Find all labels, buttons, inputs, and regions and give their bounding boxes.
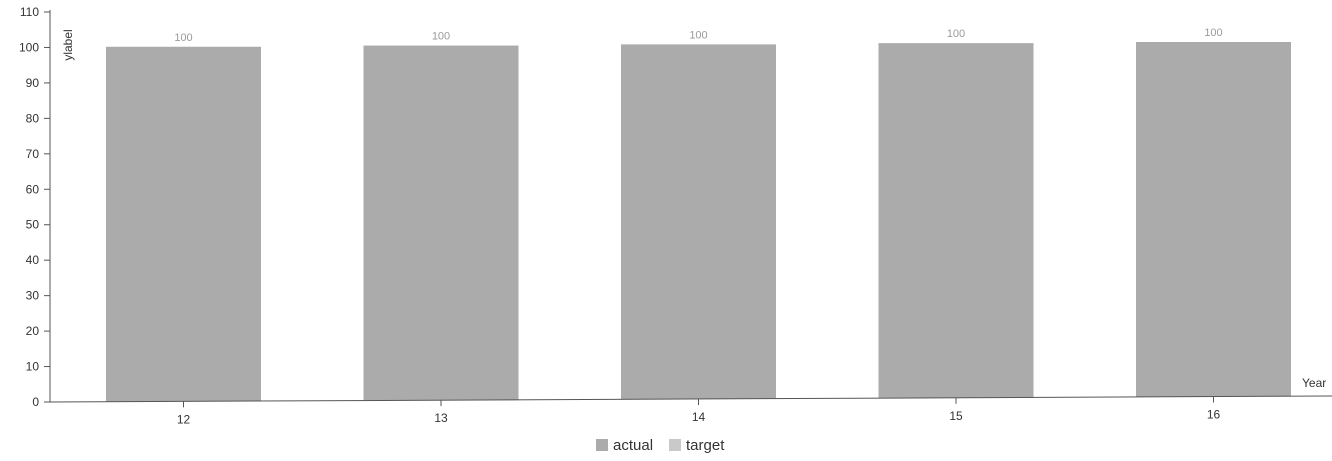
x-tick-label: 16 [1207,408,1221,422]
bar-actual-12 [106,46,261,402]
y-tick-label: 10 [26,360,40,374]
ticks: 12 13 14 15 16 [177,396,1221,426]
x-tick-label: 12 [177,412,191,426]
legend-swatch-actual [596,439,608,451]
y-tick-label: 80 [26,111,40,125]
x-tick-label: 14 [692,410,706,424]
legend-label-actual: actual [613,437,653,454]
y-tick-label: 90 [26,76,40,90]
data-labels: 100 100 100 100 100 [174,27,1222,44]
legend-label-target: target [686,437,725,454]
bar-actual-15 [878,43,1034,398]
data-label: 100 [1204,27,1222,39]
x-axis-title: Year [1302,376,1326,390]
y-tick-label: 50 [26,218,40,232]
data-label: 100 [689,29,707,41]
x-tick-label: 15 [949,409,963,423]
legend: actual target [596,437,725,454]
y-tick-label: 110 [20,5,39,19]
bar-actual-16 [1136,42,1291,397]
y-axis: 0 10 20 30 40 50 60 70 80 90 100 110 [19,5,51,409]
bar-actual-14 [621,44,776,399]
y-tick-label: 20 [26,324,40,338]
data-label: 100 [947,28,965,40]
y-tick-label: 40 [26,253,40,267]
x-tick-label: 13 [434,411,448,425]
y-tick-label: 60 [26,182,40,196]
y-tick-label: 70 [26,147,40,161]
data-label: 100 [174,32,192,44]
y-tick-label: 0 [32,395,39,409]
legend-swatch-target [669,439,681,451]
bar-actual-13 [363,45,519,401]
x-axis-line [49,395,1332,403]
x-axis [49,395,1332,403]
data-label: 100 [432,31,450,43]
y-tick-label: 30 [26,289,40,303]
bars [106,42,1291,402]
y-tick-label: 100 [19,40,39,54]
y-axis-title: ylabel [61,29,75,60]
